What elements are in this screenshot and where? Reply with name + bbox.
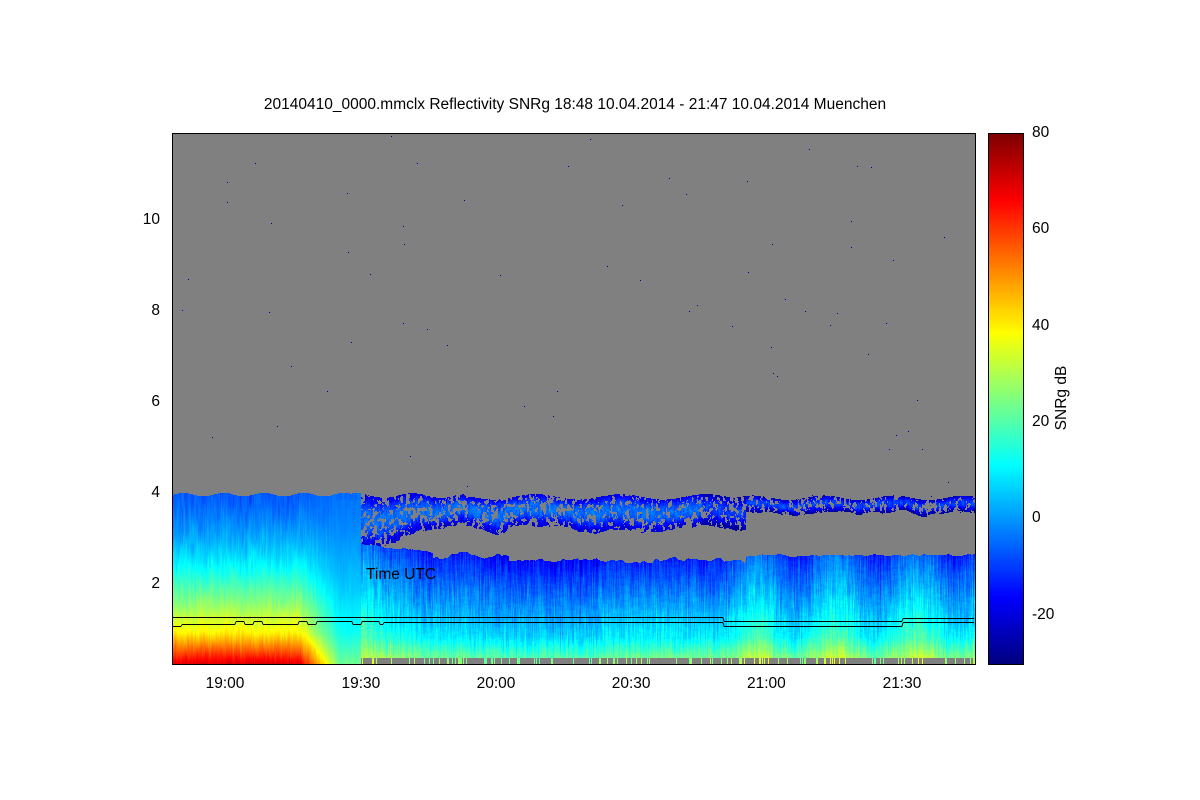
y-axis-major-tick (172, 313, 173, 314)
colorbar-tick-label: -20 (1032, 605, 1055, 623)
heatmap-image (173, 134, 975, 664)
x-axis-minor-tick (634, 664, 635, 665)
x-axis-minor-tick (679, 664, 680, 665)
y-axis-major-tick (172, 586, 173, 587)
y-axis-minor-tick (172, 654, 173, 655)
x-axis-minor-tick (905, 664, 906, 665)
y-axis-tick-label: 8 (151, 301, 160, 319)
x-axis-tick-label: 20:00 (476, 675, 516, 692)
x-axis-minor-tick (815, 664, 816, 665)
y-axis-minor-tick (172, 518, 173, 519)
x-axis-major-tick (226, 664, 227, 665)
y-axis-minor-tick (172, 358, 173, 359)
colorbar[interactable] (988, 133, 1024, 665)
y-axis-minor-tick (172, 154, 173, 155)
x-axis-minor-tick (317, 664, 318, 665)
x-axis-minor-tick (543, 664, 544, 665)
y-axis-minor-tick (172, 563, 173, 564)
x-axis-minor-tick (860, 664, 861, 665)
colorbar-tick-label: 80 (1032, 124, 1050, 141)
x-axis-minor-tick (951, 664, 952, 665)
x-axis-minor-tick (452, 664, 453, 665)
x-axis-tick-label: 20:30 (611, 675, 651, 692)
y-axis-major-tick (172, 404, 173, 405)
x-axis-minor-tick (407, 664, 408, 665)
y-axis-minor-tick (172, 540, 173, 541)
colorbar-tick-label: 60 (1032, 220, 1050, 238)
x-axis-minor-tick (181, 664, 182, 665)
y-axis-minor-tick (172, 472, 173, 473)
x-axis-minor-tick (588, 664, 589, 665)
y-axis-minor-tick (172, 631, 173, 632)
x-axis-tick-label: 21:30 (882, 675, 922, 692)
y-axis-minor-tick (172, 449, 173, 450)
x-axis-tick-label: 21:00 (746, 675, 786, 692)
y-axis-tick-label: 4 (151, 483, 160, 501)
x-axis-minor-tick (724, 664, 725, 665)
x-axis-major-tick (362, 664, 363, 665)
x-axis-minor-tick (769, 664, 770, 665)
y-axis-minor-tick (172, 290, 173, 291)
x-axis-tick-label: 19:30 (341, 675, 381, 692)
y-axis-minor-tick (172, 427, 173, 428)
y-axis-tick-label: 2 (151, 574, 160, 592)
y-axis-minor-tick (172, 199, 173, 200)
x-axis-major-tick (498, 664, 499, 665)
y-axis-tick-label: 10 (142, 210, 160, 228)
y-axis-minor-tick (172, 381, 173, 382)
y-axis-minor-tick (172, 336, 173, 337)
colorbar-tick-label: 20 (1032, 413, 1050, 431)
page-title: 20140410_0000.mmclx Reflectivity SNRg 18… (263, 96, 887, 113)
y-axis-major-tick (172, 222, 173, 223)
y-axis-minor-tick (172, 245, 173, 246)
colorbar-tick-label: 0 (1032, 509, 1041, 527)
y-axis-minor-tick (172, 267, 173, 268)
x-axis-tick-label: 19:00 (205, 675, 245, 692)
y-axis-tick-label: 6 (151, 392, 160, 410)
colorbar-tick-label: 40 (1032, 316, 1050, 334)
colorbar-label: SNRg dB (1053, 365, 1070, 431)
y-axis-major-tick (172, 495, 173, 496)
x-axis-minor-tick (271, 664, 272, 665)
x-axis-label: Time UTC (365, 566, 437, 583)
y-axis-minor-tick (172, 176, 173, 177)
heatmap-plot-area[interactable] (172, 133, 976, 665)
y-axis-minor-tick (172, 608, 173, 609)
